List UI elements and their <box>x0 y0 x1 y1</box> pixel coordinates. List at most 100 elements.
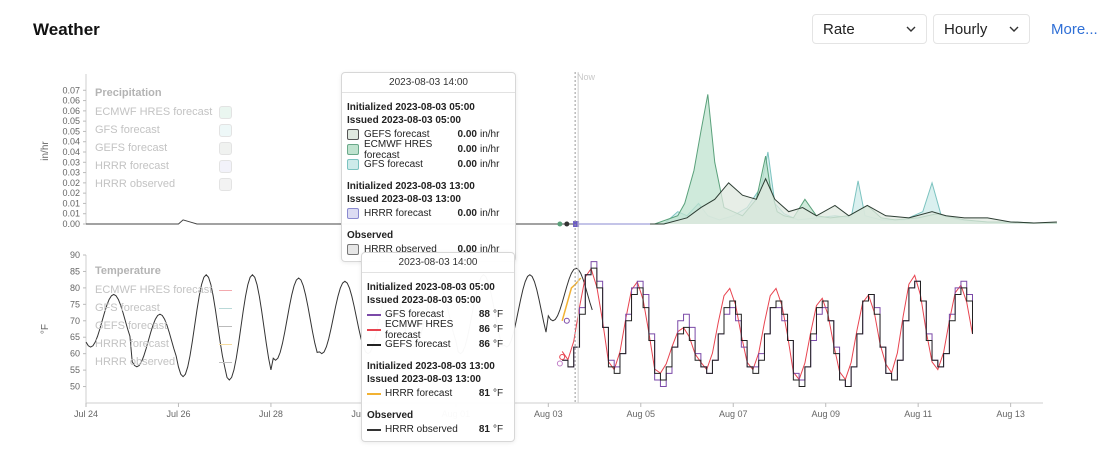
interval-select[interactable]: Hourly <box>933 14 1030 44</box>
legend-item-gefs[interactable]: GEFS forecast <box>95 139 232 157</box>
tooltip-swatch <box>367 428 381 431</box>
legend-label: ECMWF HRES forecast <box>95 284 213 296</box>
chevron-down-icon <box>906 26 916 32</box>
tooltip-value: 0.00 <box>457 208 477 219</box>
tooltip-unit: in/hr <box>480 129 500 140</box>
temperature-legend: Temperature ECMWF HRES forecast GFS fore… <box>95 265 232 371</box>
y-tick-label: 65 <box>70 332 80 342</box>
tooltip-initialized: Initialized 2023-08-03 05:00 <box>367 282 495 293</box>
tooltip-swatch <box>367 392 381 395</box>
precipitation-legend: Precipitation ECMWF HRES forecast GFS fo… <box>95 87 232 193</box>
tooltip-unit: °F <box>493 424 504 435</box>
y-tick-label: 75 <box>70 299 80 309</box>
temp-y-label: °F <box>40 324 51 334</box>
legend-item-hrrr-observed[interactable]: HRRR observed <box>95 175 232 193</box>
legend-item-gefs[interactable]: GEFS forecast <box>95 317 232 335</box>
tooltip-row-gefs: GEFS forecast 86 °F <box>367 337 509 352</box>
tooltip-swatch <box>347 244 359 255</box>
x-tick-label: Aug 05 <box>627 409 656 419</box>
y-tick-label: 0.00 <box>62 219 80 229</box>
rate-select[interactable]: Rate <box>812 14 927 44</box>
tooltip-unit: in/hr <box>480 159 500 170</box>
precip-line-ecmwf-hres-forecast <box>576 94 1057 225</box>
y-tick-label: 0.01 <box>62 198 80 208</box>
legend-item-hrrr[interactable]: HRRR forecast <box>95 335 232 353</box>
x-tick-label: Aug 07 <box>719 409 748 419</box>
x-tick-label: Jul 28 <box>259 409 283 419</box>
y-tick-label: 55 <box>70 365 80 375</box>
legend-swatch <box>219 159 232 173</box>
y-tick-label: 80 <box>70 283 80 293</box>
tooltip-unit: °F <box>493 309 504 320</box>
legend-item-hrrr[interactable]: HRRR forecast <box>95 157 232 175</box>
temp-line-ecmwf-hres-forecast <box>561 267 973 381</box>
precip-line-gfs-forecast <box>576 151 1057 225</box>
legend-swatch <box>219 343 232 345</box>
tooltip-initialized: Initialized 2023-08-03 05:00 <box>347 102 475 113</box>
tooltip-issued: Issued 2023-08-03 13:00 <box>367 374 481 385</box>
tooltip-unit: in/hr <box>480 144 500 155</box>
tooltip-observed-title: Observed <box>367 410 414 421</box>
y-tick-label: 0.04 <box>62 147 80 157</box>
y-tick-label: 0.01 <box>62 209 80 219</box>
legend-item-hrrr-observed[interactable]: HRRR observed <box>95 353 232 371</box>
interval-select-value: Hourly <box>944 20 988 38</box>
y-tick-label: 70 <box>70 316 80 326</box>
more-link[interactable]: More... <box>1051 21 1098 38</box>
tooltip-swatch <box>367 313 381 316</box>
temp-marker-gefs <box>563 317 570 324</box>
x-tick-label: Aug 03 <box>534 409 563 419</box>
y-tick-label: 0.04 <box>62 137 80 147</box>
x-tick-label: Jul 24 <box>74 409 98 419</box>
legend-item-ecmwf[interactable]: ECMWF HRES forecast <box>95 281 232 299</box>
y-tick-label: 60 <box>70 349 80 359</box>
tooltip-value: 0.00 <box>457 159 477 170</box>
tooltip-time: 2023-08-03 14:00 <box>342 73 515 93</box>
legend-item-ecmwf[interactable]: ECMWF HRES forecast <box>95 103 232 121</box>
legend-item-gfs[interactable]: GFS forecast <box>95 299 232 317</box>
tooltip-unit: in/hr <box>480 244 500 255</box>
precip-area-gfs-forecast <box>576 152 1057 224</box>
tooltip-series-name: GEFS forecast <box>364 129 430 140</box>
tooltip-time: 2023-08-03 14:00 <box>362 253 514 273</box>
tooltip-series-name: GFS forecast <box>364 159 423 170</box>
tooltip-swatch <box>347 129 359 140</box>
legend-swatch <box>219 105 232 119</box>
temp-marker-gfs <box>556 360 563 367</box>
legend-label: GFS forecast <box>95 302 160 314</box>
precip-line-gefs-forecast <box>576 177 1057 225</box>
temperature-tooltip: 2023-08-03 14:00 Initialized 2023-08-03 … <box>361 252 515 442</box>
tooltip-value: 0.00 <box>457 244 477 255</box>
chevron-down-icon <box>1009 26 1019 32</box>
tooltip-unit: in/hr <box>480 208 500 219</box>
tooltip-issued: Issued 2023-08-03 05:00 <box>367 295 481 306</box>
tooltip-row-ecmwf: ECMWF HRES forecast 86 °F <box>367 319 509 341</box>
legend-label: GEFS forecast <box>95 320 168 332</box>
now-label: Now <box>577 72 596 82</box>
tooltip-value: 0.00 <box>457 144 477 155</box>
tooltip-observed-title: Observed <box>347 230 394 241</box>
legend-swatch <box>219 141 232 155</box>
rate-select-value: Rate <box>823 20 855 38</box>
y-tick-label: 50 <box>70 382 80 392</box>
tooltip-series-name: HRRR observed <box>364 244 437 255</box>
page-title: Weather <box>33 20 100 39</box>
legend-swatch <box>219 307 232 309</box>
y-tick-label: 0.02 <box>62 188 80 198</box>
tooltip-series-name: ECMWF HRES forecast <box>385 318 454 341</box>
legend-item-gfs[interactable]: GFS forecast <box>95 121 232 139</box>
legend-label: HRRR observed <box>95 356 176 368</box>
precipitation-tooltip: 2023-08-03 14:00 Initialized 2023-08-03 … <box>341 72 516 262</box>
precip-line-hrrr-observed <box>86 219 577 225</box>
temp-marker-ecmwf <box>559 353 566 360</box>
tooltip-row-gfs: GFS forecast 0.00 in/hr <box>347 157 510 172</box>
y-tick-label: 0.03 <box>62 157 80 167</box>
tooltip-initialized: Initialized 2023-08-03 13:00 <box>367 361 495 372</box>
temperature-legend-title: Temperature <box>95 265 161 277</box>
tooltip-series-name: GEFS forecast <box>385 339 451 350</box>
legend-swatch <box>219 177 232 191</box>
tooltip-issued: Issued 2023-08-03 05:00 <box>347 115 461 126</box>
legend-label: HRRR observed <box>95 178 176 190</box>
precip-marker-gefs <box>564 221 570 227</box>
